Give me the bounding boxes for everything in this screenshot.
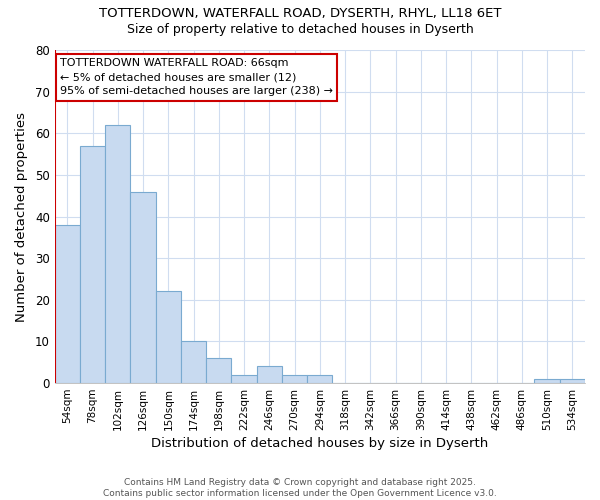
Bar	[535, 379, 560, 383]
Bar	[105, 125, 130, 383]
Y-axis label: Number of detached properties: Number of detached properties	[15, 112, 28, 322]
Bar	[155, 292, 181, 383]
Bar	[206, 358, 232, 383]
Text: TOTTERDOWN, WATERFALL ROAD, DYSERTH, RHYL, LL18 6ET: TOTTERDOWN, WATERFALL ROAD, DYSERTH, RHY…	[99, 8, 501, 20]
Text: TOTTERDOWN WATERFALL ROAD: 66sqm
← 5% of detached houses are smaller (12)
95% of: TOTTERDOWN WATERFALL ROAD: 66sqm ← 5% of…	[60, 58, 333, 96]
X-axis label: Distribution of detached houses by size in Dyserth: Distribution of detached houses by size …	[151, 437, 488, 450]
Bar	[80, 146, 105, 383]
Bar	[257, 366, 282, 383]
Bar	[282, 374, 307, 383]
Bar	[307, 374, 332, 383]
Bar	[560, 379, 585, 383]
Bar	[181, 342, 206, 383]
Text: Contains HM Land Registry data © Crown copyright and database right 2025.
Contai: Contains HM Land Registry data © Crown c…	[103, 478, 497, 498]
Text: Size of property relative to detached houses in Dyserth: Size of property relative to detached ho…	[127, 22, 473, 36]
Bar	[55, 225, 80, 383]
Bar	[232, 374, 257, 383]
Bar	[130, 192, 155, 383]
